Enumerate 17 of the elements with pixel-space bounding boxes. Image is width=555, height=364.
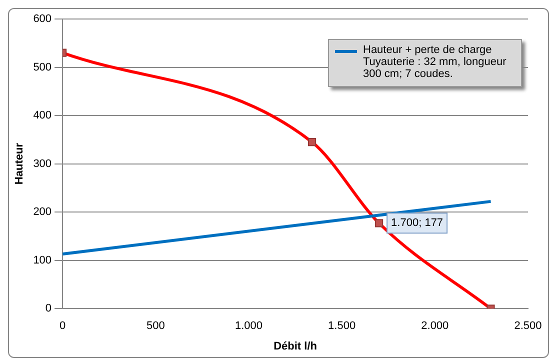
x-tick-label: 500 bbox=[146, 320, 165, 332]
x-axis-title: Débit l/h bbox=[274, 340, 318, 352]
y-axis-title: Hauteur bbox=[14, 142, 26, 185]
x-tick-label: 2.500 bbox=[514, 320, 542, 332]
x-tick-label: 2.000 bbox=[421, 320, 449, 332]
y-tick-label: 600 bbox=[33, 13, 52, 26]
legend-label: Hauteur + perte de charge Tuyauterie : 32 mm, longueur 300 cm; 7 coudes. bbox=[363, 44, 508, 80]
annotation: 1.700; 177 bbox=[391, 217, 444, 230]
y-tick-label: 200 bbox=[33, 206, 52, 218]
x-tick-label: 1.500 bbox=[328, 320, 356, 332]
y-tick-label: 100 bbox=[33, 254, 52, 266]
x-tick-label: 0 bbox=[59, 320, 66, 332]
y-tick-label: 400 bbox=[33, 110, 52, 122]
y-tick-label: 300 bbox=[33, 158, 52, 170]
y-tick-label: 500 bbox=[33, 61, 52, 74]
x-tick-label: 1.000 bbox=[234, 320, 262, 332]
y-tick-label: 0 bbox=[45, 302, 52, 315]
